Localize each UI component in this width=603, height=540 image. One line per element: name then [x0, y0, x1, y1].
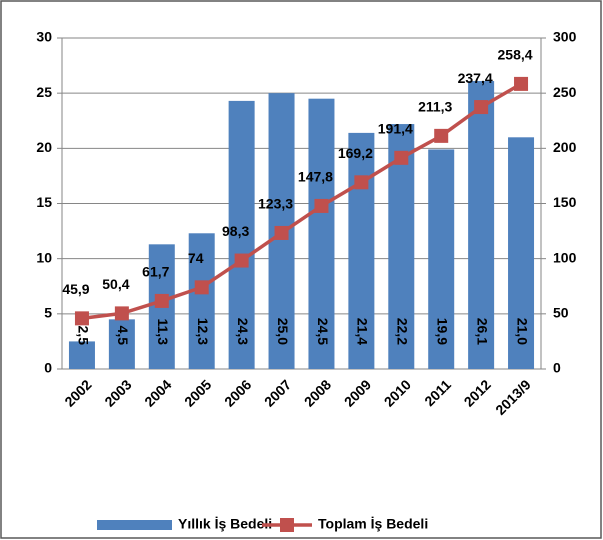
bar-value-label: 4,5 — [115, 326, 131, 346]
line-value-label: 98,3 — [222, 223, 249, 239]
marker — [514, 76, 529, 91]
marker — [194, 280, 209, 295]
line-value-label: 147,8 — [298, 169, 333, 185]
line-value-label: 61,7 — [142, 264, 169, 280]
bar — [68, 341, 95, 369]
bar — [308, 98, 335, 369]
y2-tick-label: 100 — [553, 249, 577, 265]
bar-value-label: 25,0 — [275, 318, 291, 345]
marker — [354, 175, 369, 190]
bar-value-label: 22,2 — [395, 318, 411, 345]
y-tick-label: 0 — [44, 360, 52, 376]
bar — [508, 137, 535, 369]
y-tick-label: 5 — [44, 305, 52, 321]
bar — [428, 149, 455, 369]
legend-label: Toplam İş Bedeli — [318, 516, 428, 532]
bar — [348, 132, 375, 369]
line-value-label: 169,2 — [338, 145, 373, 161]
y-tick-label: 30 — [36, 29, 52, 45]
bar-value-label: 24,5 — [315, 318, 331, 345]
y2-tick-label: 300 — [553, 29, 577, 45]
bar — [468, 81, 495, 369]
y2-tick-label: 50 — [553, 305, 569, 321]
y-tick-label: 15 — [36, 194, 52, 210]
bar-value-label: 12,3 — [195, 318, 211, 345]
marker — [274, 225, 289, 240]
legend-label: Yıllık İş Bedeli — [178, 516, 272, 532]
bar-value-label: 26,1 — [474, 318, 490, 345]
legend-marker — [280, 518, 294, 532]
y2-tick-label: 0 — [553, 360, 561, 376]
line-value-label: 211,3 — [418, 99, 452, 115]
bar-value-label: 19,9 — [435, 318, 451, 345]
bar-value-label: 2,5 — [75, 326, 91, 346]
marker — [154, 293, 169, 308]
bar — [188, 233, 215, 369]
y2-tick-label: 250 — [553, 84, 577, 100]
marker — [234, 253, 249, 268]
line-value-label: 191,4 — [378, 121, 413, 137]
marker — [394, 150, 409, 165]
bar — [108, 319, 135, 369]
y2-tick-label: 150 — [553, 194, 577, 210]
marker — [434, 128, 449, 143]
bar — [228, 100, 255, 369]
marker — [474, 100, 489, 115]
y2-tick-label: 200 — [553, 139, 577, 155]
bar-value-label: 11,3 — [155, 319, 171, 346]
line-value-label: 74 — [188, 250, 204, 266]
y-tick-label: 25 — [36, 84, 52, 100]
line-value-label: 50,4 — [102, 276, 129, 292]
line-value-label: 45,9 — [62, 281, 89, 297]
bar-value-label: 21,0 — [514, 318, 530, 345]
marker — [314, 198, 329, 213]
y-tick-label: 10 — [36, 249, 52, 265]
bar-value-label: 21,4 — [355, 318, 371, 345]
line-value-label: 258,4 — [498, 47, 533, 63]
line-value-label: 123,3 — [258, 196, 293, 212]
marker — [114, 306, 129, 321]
marker — [74, 311, 89, 326]
bar-value-label: 24,3 — [235, 318, 251, 345]
line-value-label: 237,4 — [458, 70, 493, 86]
legend-swatch — [97, 520, 172, 530]
y-tick-label: 20 — [36, 139, 52, 155]
